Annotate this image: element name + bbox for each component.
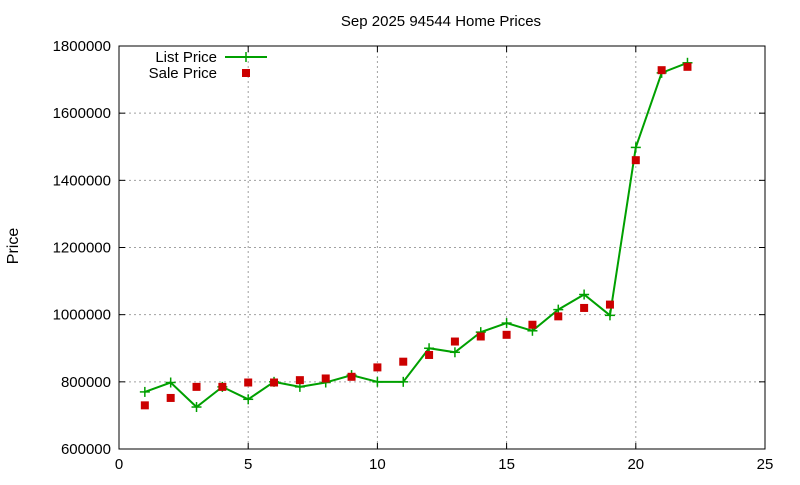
chart-title: Sep 2025 94544 Home Prices <box>341 13 541 30</box>
data-point <box>399 357 408 366</box>
y-tick-label: 1800000 <box>53 38 111 55</box>
data-point <box>449 347 460 358</box>
data-point <box>630 142 641 153</box>
data-point <box>502 330 511 339</box>
y-tick-label: 1200000 <box>53 240 111 257</box>
data-point <box>165 377 176 388</box>
data-point <box>476 332 485 341</box>
data-point <box>270 378 279 387</box>
data-point <box>450 337 459 346</box>
data-point <box>139 386 150 397</box>
data-point <box>398 376 409 387</box>
data-point <box>140 401 149 410</box>
data-point <box>218 382 227 391</box>
data-point <box>554 312 563 321</box>
data-point <box>604 310 615 321</box>
y-axis-title: Price <box>5 228 22 265</box>
y-tick-label: 600000 <box>61 441 111 458</box>
data-point <box>373 363 382 372</box>
data-point <box>321 374 330 383</box>
x-tick-label: 5 <box>244 456 252 473</box>
y-tick-label: 800000 <box>61 374 111 391</box>
data-point <box>243 394 254 405</box>
data-point <box>166 393 175 402</box>
y-tick-label: 1400000 <box>53 172 111 189</box>
data-point <box>528 320 537 329</box>
x-tick-label: 15 <box>498 456 515 473</box>
data-point <box>580 303 589 312</box>
x-tick-label: 20 <box>627 456 644 473</box>
series-2 <box>140 62 692 410</box>
data-point <box>605 300 614 309</box>
y-tick-label: 1000000 <box>53 307 111 324</box>
data-point <box>191 402 202 413</box>
data-point <box>295 376 304 385</box>
data-point <box>631 156 640 165</box>
x-tick-label: 10 <box>369 456 386 473</box>
data-point <box>683 62 692 71</box>
series-line <box>144 61 688 409</box>
data-point <box>192 382 201 391</box>
legend-marker <box>242 69 250 77</box>
y-tick-label: 1600000 <box>53 105 111 122</box>
axis-ticks: 600000 800000 1000000 1200000 1400000 1600000… <box>53 38 774 473</box>
legend-marker <box>241 52 251 62</box>
data-point <box>244 378 253 387</box>
series-1 <box>139 57 693 413</box>
data-point <box>657 66 666 75</box>
grid-lines <box>119 46 765 449</box>
x-tick-label: 25 <box>757 456 774 473</box>
data-point <box>425 350 434 359</box>
x-tick-label: 0 <box>115 456 123 473</box>
data-point <box>372 376 383 387</box>
data-point <box>347 372 356 381</box>
data-point <box>579 289 590 300</box>
legend-label: Sale Price <box>149 65 217 82</box>
legend-label: List Price <box>155 49 217 66</box>
data-point <box>501 318 512 329</box>
series-layer <box>139 57 693 413</box>
